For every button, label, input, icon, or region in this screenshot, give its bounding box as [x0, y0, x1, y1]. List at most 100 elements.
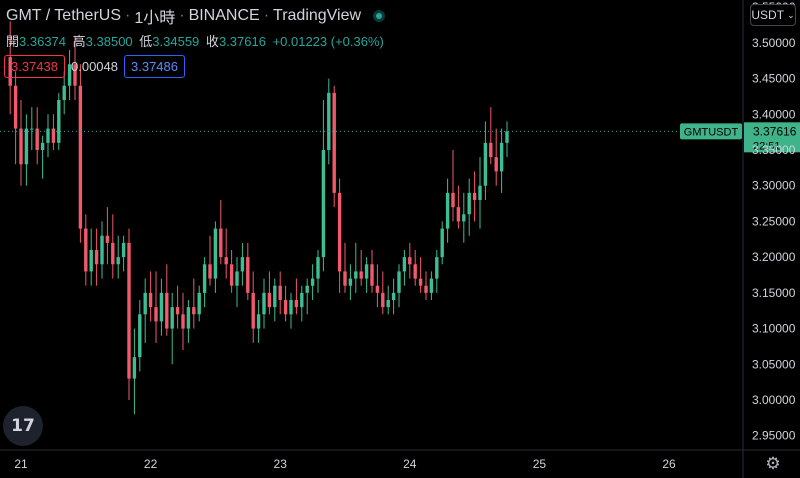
market-status-icon[interactable]	[373, 10, 386, 22]
candle	[310, 264, 315, 300]
candle	[8, 21, 12, 115]
symbol-name[interactable]: GMT / TetherUS	[6, 7, 121, 24]
candle	[78, 64, 83, 243]
candle	[402, 250, 407, 286]
candle	[148, 271, 153, 322]
close-value: 3.37616	[218, 34, 266, 49]
candle	[186, 300, 191, 343]
candle-body	[235, 271, 239, 286]
gear-icon[interactable]: ⚙	[765, 454, 781, 473]
candle	[391, 278, 396, 315]
candle-body	[132, 357, 137, 379]
candle-body	[78, 85, 83, 229]
candle	[505, 121, 509, 158]
currency-dropdown[interactable]: USDT ⌄	[750, 4, 796, 26]
candle	[451, 150, 455, 222]
candle-body	[397, 271, 401, 293]
candle-body	[116, 257, 120, 265]
candle-countdown: 22:51	[753, 140, 781, 152]
candle-body	[418, 278, 423, 286]
symbol-tag	[680, 123, 742, 140]
candle	[159, 278, 164, 336]
candle-body	[192, 307, 196, 315]
candle-body	[429, 278, 434, 293]
close-label: 收	[205, 34, 219, 49]
interval-label[interactable]: 1小時	[134, 10, 176, 27]
price-tick-label: 3.15000	[752, 286, 796, 300]
candle	[251, 271, 255, 343]
candle	[170, 292, 174, 365]
candle-body	[413, 264, 417, 279]
candle	[375, 264, 380, 308]
candle-body	[467, 192, 471, 215]
candle-body	[348, 278, 353, 286]
tradingview-logo-icon[interactable]: 17	[3, 406, 43, 446]
candle	[100, 221, 104, 279]
candle-body	[359, 271, 363, 279]
price-tick-label: 3.05000	[752, 357, 796, 371]
candle-body	[375, 285, 380, 293]
candle-body	[51, 128, 56, 143]
candle-body	[462, 214, 466, 222]
candle	[132, 328, 137, 415]
candle-body	[456, 207, 461, 222]
candle-body	[89, 250, 93, 272]
price-tick-label: 3.30000	[752, 179, 796, 193]
candle	[278, 271, 282, 315]
candle-body	[57, 100, 61, 143]
candle	[116, 235, 120, 279]
candle	[24, 114, 29, 186]
time-axis[interactable]: 21 22 23 24 25 26	[14, 457, 676, 471]
candle-body	[94, 250, 99, 265]
price-tick-label: 3.20000	[752, 250, 796, 264]
candle	[381, 271, 385, 315]
separator: ·	[125, 7, 131, 24]
candle-body	[24, 128, 29, 165]
separator: ·	[179, 7, 185, 24]
candle	[494, 128, 498, 186]
candle-body	[386, 300, 390, 308]
candle	[316, 250, 320, 293]
price-axis[interactable]: 3.550003.500003.450003.400003.350003.300…	[752, 0, 796, 443]
candle-body	[354, 271, 358, 279]
chart-header: GMT / TetherUS · 1小時 · BINANCE · Trading…	[6, 4, 386, 28]
candle-body	[154, 307, 158, 322]
candle	[121, 235, 126, 272]
candle-body	[84, 228, 88, 272]
candle-body	[256, 314, 261, 329]
candle-body	[381, 292, 385, 308]
price-tick-label: 3.50000	[752, 36, 796, 50]
candle-body	[138, 314, 142, 358]
candle-body	[337, 192, 342, 272]
candle-body	[316, 257, 320, 279]
candle	[343, 242, 347, 293]
candle	[208, 235, 212, 286]
candle	[413, 250, 417, 286]
candle	[305, 278, 309, 315]
candle-body	[208, 264, 212, 279]
candle	[138, 300, 142, 372]
candle	[370, 250, 374, 293]
buy-button[interactable]: 3.37486	[124, 55, 185, 78]
ohlc-legend: 開3.36374 高3.38500 低3.34559 收3.37616 +0.0…	[6, 31, 387, 50]
last-price-tag	[744, 122, 800, 153]
sell-button[interactable]: 3.37438	[4, 55, 65, 78]
candle-body	[105, 235, 110, 243]
price-tick-label: 3.35000	[752, 143, 796, 157]
candle	[240, 242, 245, 286]
candle-body	[289, 300, 293, 315]
logo-text: 17	[11, 416, 35, 436]
candle-body	[127, 242, 131, 379]
candle-body	[246, 257, 250, 293]
candle	[483, 121, 488, 200]
candle-body	[267, 292, 272, 308]
candle-body	[300, 292, 304, 308]
candle	[73, 35, 77, 100]
last-price-line: GMTUSDT 3.37616 22:51	[0, 122, 800, 153]
candle-body	[148, 292, 153, 308]
candle-body	[424, 285, 428, 293]
candle	[359, 250, 363, 286]
candle-body	[181, 314, 185, 329]
candle-body	[170, 307, 174, 329]
